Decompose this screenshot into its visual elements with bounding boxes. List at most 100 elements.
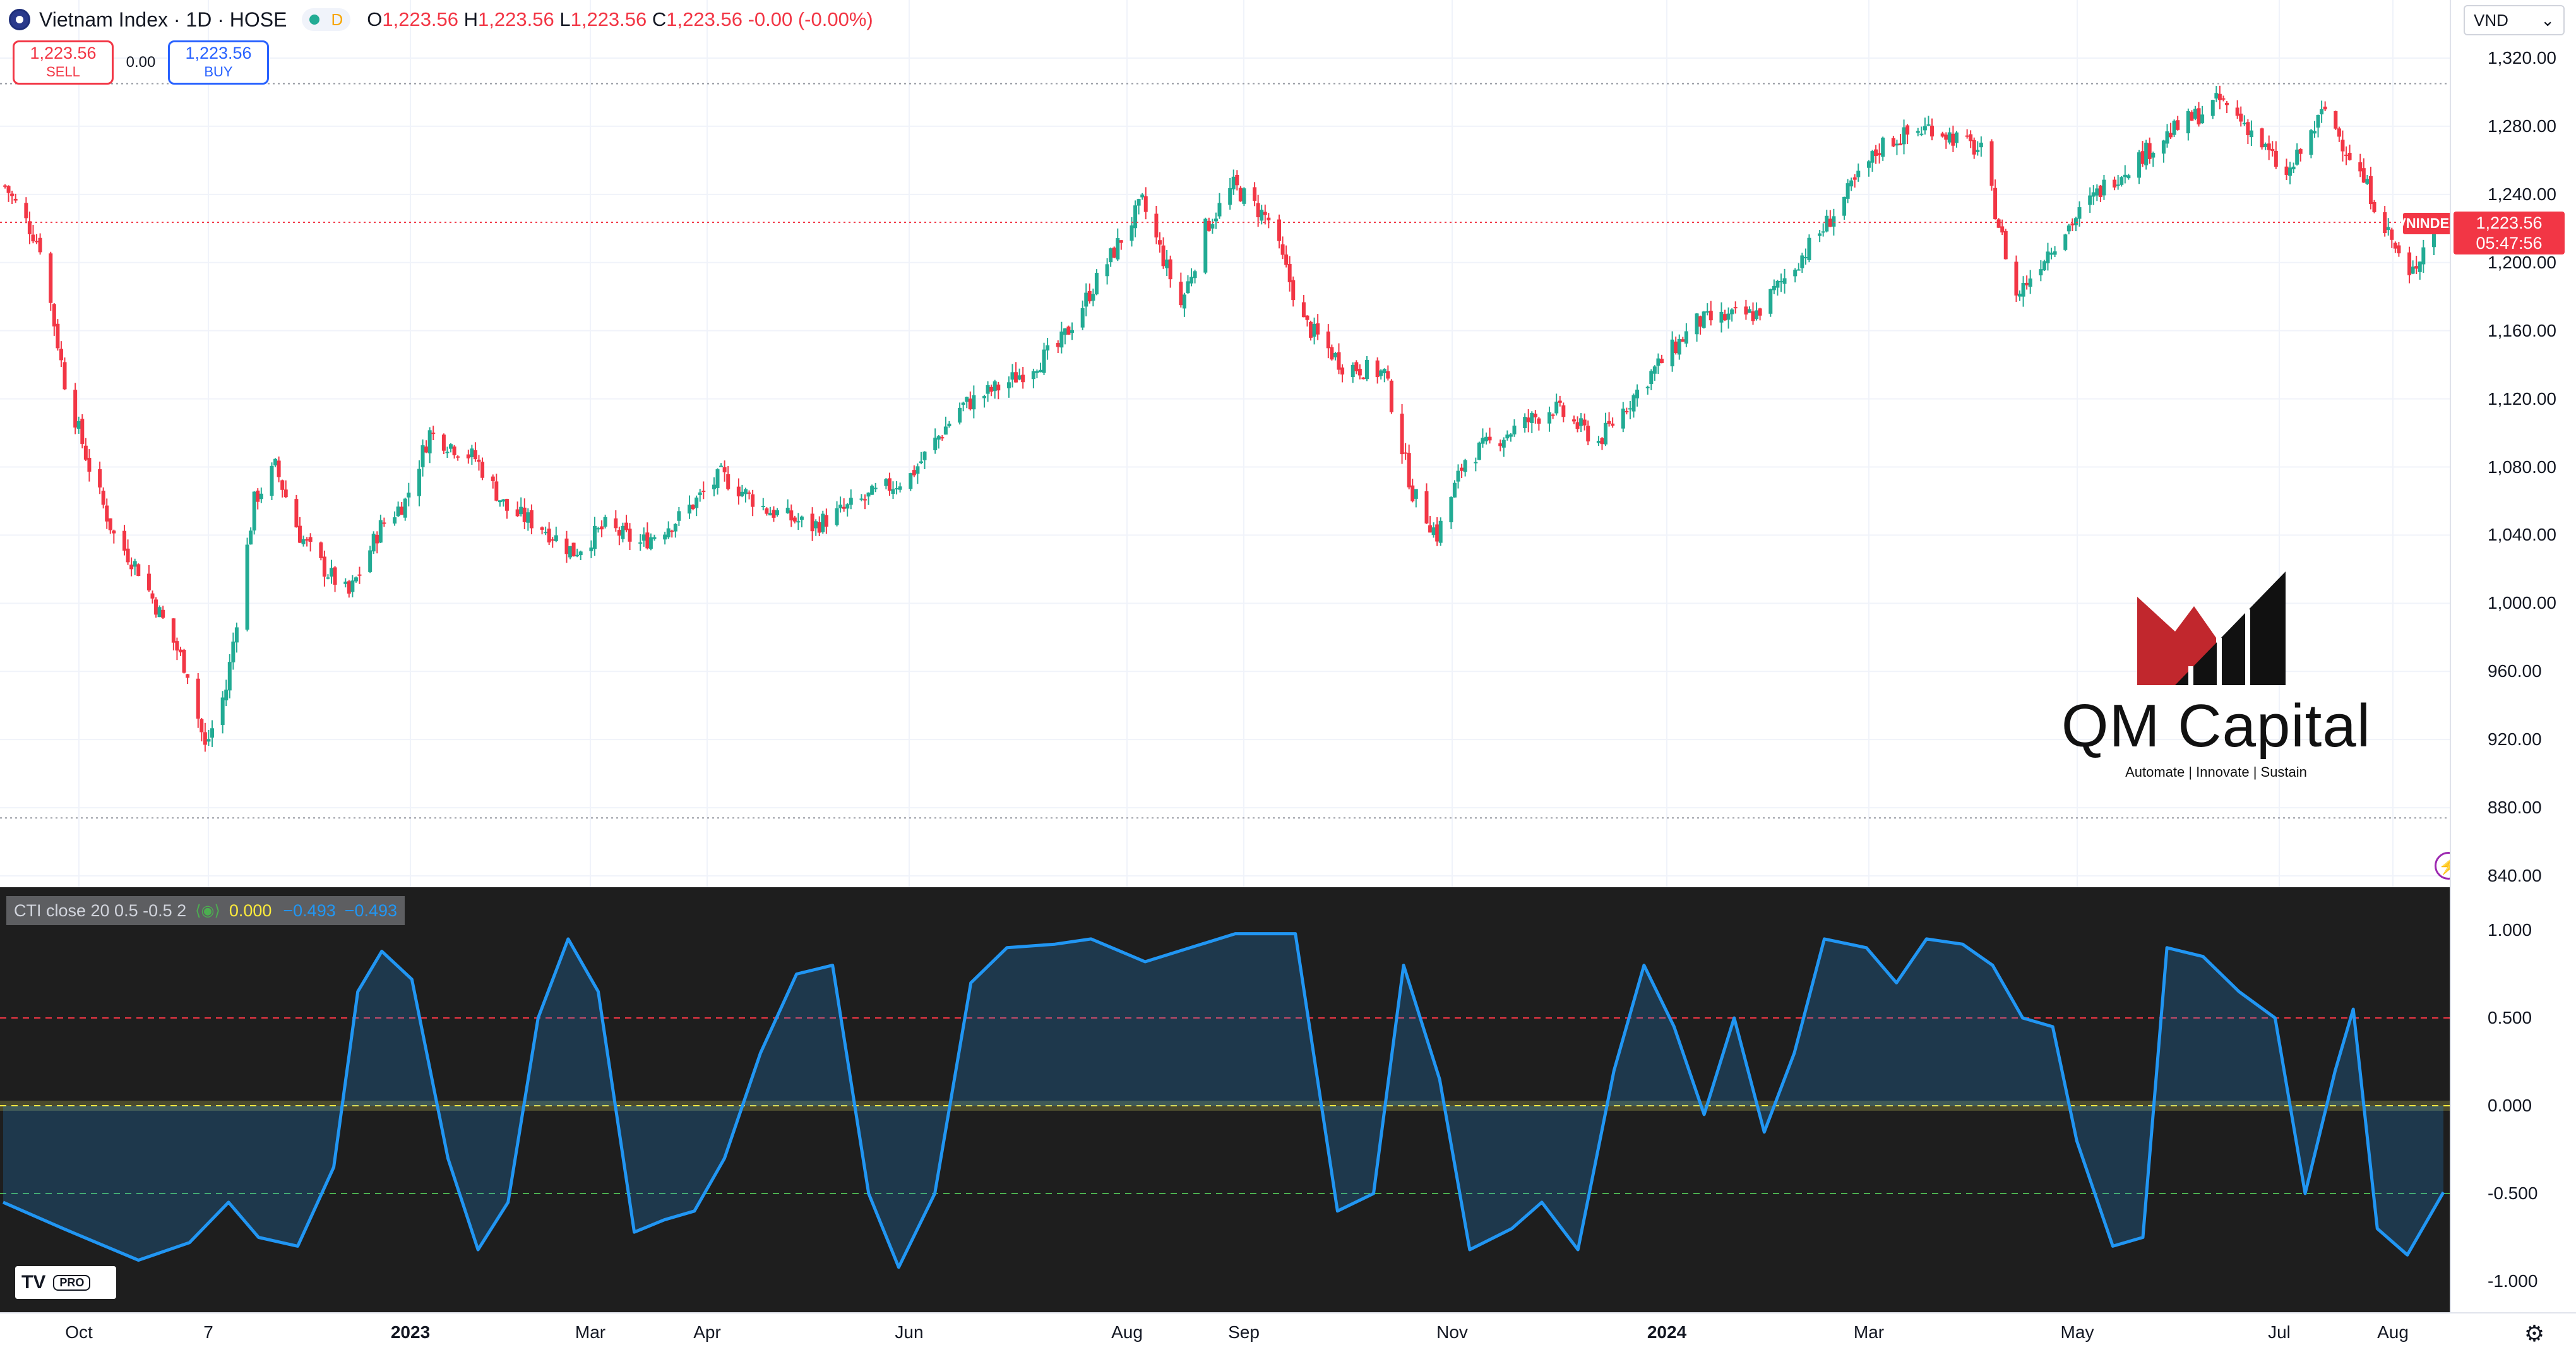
candle-body [1870, 151, 1875, 163]
candle-body [2263, 143, 2268, 147]
price-pane[interactable]: Vietnam Index · 1D · HOSE D O1,223.56 H1… [0, 0, 2462, 887]
candle-body [870, 486, 874, 495]
indicator-axis[interactable]: 1.000 0.500 0.000 -0.500 -1.000 [2450, 887, 2576, 1312]
candle-body [2172, 121, 2176, 135]
candle-body [1793, 270, 1798, 277]
candle-body [2049, 253, 2054, 255]
candle-body [56, 323, 60, 349]
time-axis[interactable]: Oct 7 2023 Mar Apr Jun Aug Sep Nov 2024 Mar May Jul A… [0, 1312, 2576, 1352]
candle-body [866, 493, 871, 497]
candle-body [842, 506, 846, 509]
candle-body [2390, 229, 2394, 240]
candle-body [357, 574, 362, 576]
candle-body [1357, 369, 1362, 376]
candle-body [297, 525, 302, 543]
candle-body [2260, 128, 2264, 148]
candle-body [2123, 174, 2127, 177]
price-axis[interactable]: VND ⌄ 1,320.00 1,280.00 1,240.00 1,200.00 1,… [2450, 0, 2576, 887]
time-axis-label: Aug [2377, 1322, 2409, 1342]
candle-body [319, 542, 323, 558]
candle-body [1361, 377, 1366, 380]
candle-body [280, 480, 285, 490]
cti-chart[interactable] [0, 887, 2450, 1312]
candle-body [751, 494, 755, 507]
candle-body [2358, 162, 2363, 172]
candle-body [673, 523, 677, 532]
candle-body [1260, 210, 1264, 221]
candle-body [912, 470, 916, 476]
candle-body [1253, 187, 1257, 201]
candle-body [1635, 390, 1640, 398]
market-status-badge[interactable]: D [302, 8, 351, 31]
candle-body [744, 489, 748, 494]
candle-body [1611, 423, 1615, 426]
candle-body [1733, 307, 1738, 309]
candle-body [1238, 188, 1243, 201]
candle-body [420, 445, 425, 467]
candle-body [701, 491, 706, 493]
candle-body [526, 512, 530, 523]
candle-body [1596, 441, 1601, 443]
eye-icon[interactable]: ⟨◉⟩ [195, 902, 220, 919]
candle-body [1333, 352, 1337, 357]
buy-button[interactable]: 1,223.56 BUY [168, 40, 269, 85]
candle-body [1038, 369, 1042, 373]
indicator-legend[interactable]: CTI close 20 0.5 -0.5 2 ⟨◉⟩ 0.000 −0.493… [6, 896, 405, 925]
candle-body [2165, 131, 2169, 144]
candle-body [2418, 261, 2422, 272]
candle-body [522, 507, 527, 522]
indicator-name[interactable]: CTI close 20 0.5 -0.5 2 [14, 900, 187, 920]
symbol-legend[interactable]: Vietnam Index · 1D · HOSE D O1,223.56 H1… [9, 5, 873, 34]
candle-body [2365, 179, 2370, 184]
candle-body [227, 662, 232, 691]
tradingview-pro-badge[interactable]: TV PRO [15, 1266, 116, 1299]
candle-body [1923, 126, 1927, 131]
candle-body [480, 462, 485, 478]
bar-countdown: 05:47:56 [2476, 234, 2543, 253]
candle-body [1284, 254, 1289, 265]
currency-selector[interactable]: VND ⌄ [2464, 5, 2565, 35]
candle-body [1708, 311, 1713, 321]
candle-body [1312, 323, 1316, 337]
candle-body [1006, 382, 1011, 388]
candle-body [1140, 194, 1145, 198]
candle-body [2361, 168, 2366, 183]
candle-body [2270, 148, 2275, 152]
candle-body [1263, 212, 1267, 215]
gear-icon[interactable]: ⚙ [2524, 1320, 2545, 1346]
candle-body [1895, 143, 1899, 146]
candle-body [35, 241, 39, 242]
candle-body [431, 433, 436, 434]
candle-body [1210, 224, 1215, 229]
candle-body [1084, 292, 1088, 307]
candle-body [31, 234, 35, 242]
symbol-title[interactable]: Vietnam Index · 1D · HOSE [39, 8, 287, 31]
candle-body [1410, 485, 1415, 501]
indicator-pane[interactable]: CTI close 20 0.5 -0.5 2 ⟨◉⟩ 0.000 −0.493… [0, 887, 2450, 1312]
candle-body [1702, 311, 1706, 328]
candle-body [2337, 128, 2341, 137]
candle-body [986, 385, 990, 394]
candle-body [1684, 331, 1688, 344]
candle-body [403, 498, 407, 518]
candle-body [596, 528, 600, 530]
candle-body [1898, 143, 1902, 146]
candle-body [1207, 220, 1211, 231]
last-price-tag: 1,223.56 05:47:56 [2454, 212, 2565, 254]
price-chart[interactable] [0, 0, 2450, 887]
candle-body [2014, 261, 2018, 296]
candle-body [1042, 349, 1046, 373]
candle-body [129, 565, 134, 570]
candle-body [2025, 282, 2029, 285]
candle-body [2095, 188, 2099, 196]
candle-body [1105, 264, 1109, 277]
price-axis-label: 1,080.00 [2488, 457, 2556, 477]
candle-body [498, 500, 502, 503]
buy-label: BUY [204, 64, 233, 80]
candle-body [1203, 218, 1208, 273]
candle-body [540, 527, 544, 530]
candle-body [863, 499, 868, 501]
candle-body [1217, 203, 1222, 217]
sell-button[interactable]: 1,223.56 SELL [13, 40, 114, 85]
candle-body [2000, 226, 2005, 233]
